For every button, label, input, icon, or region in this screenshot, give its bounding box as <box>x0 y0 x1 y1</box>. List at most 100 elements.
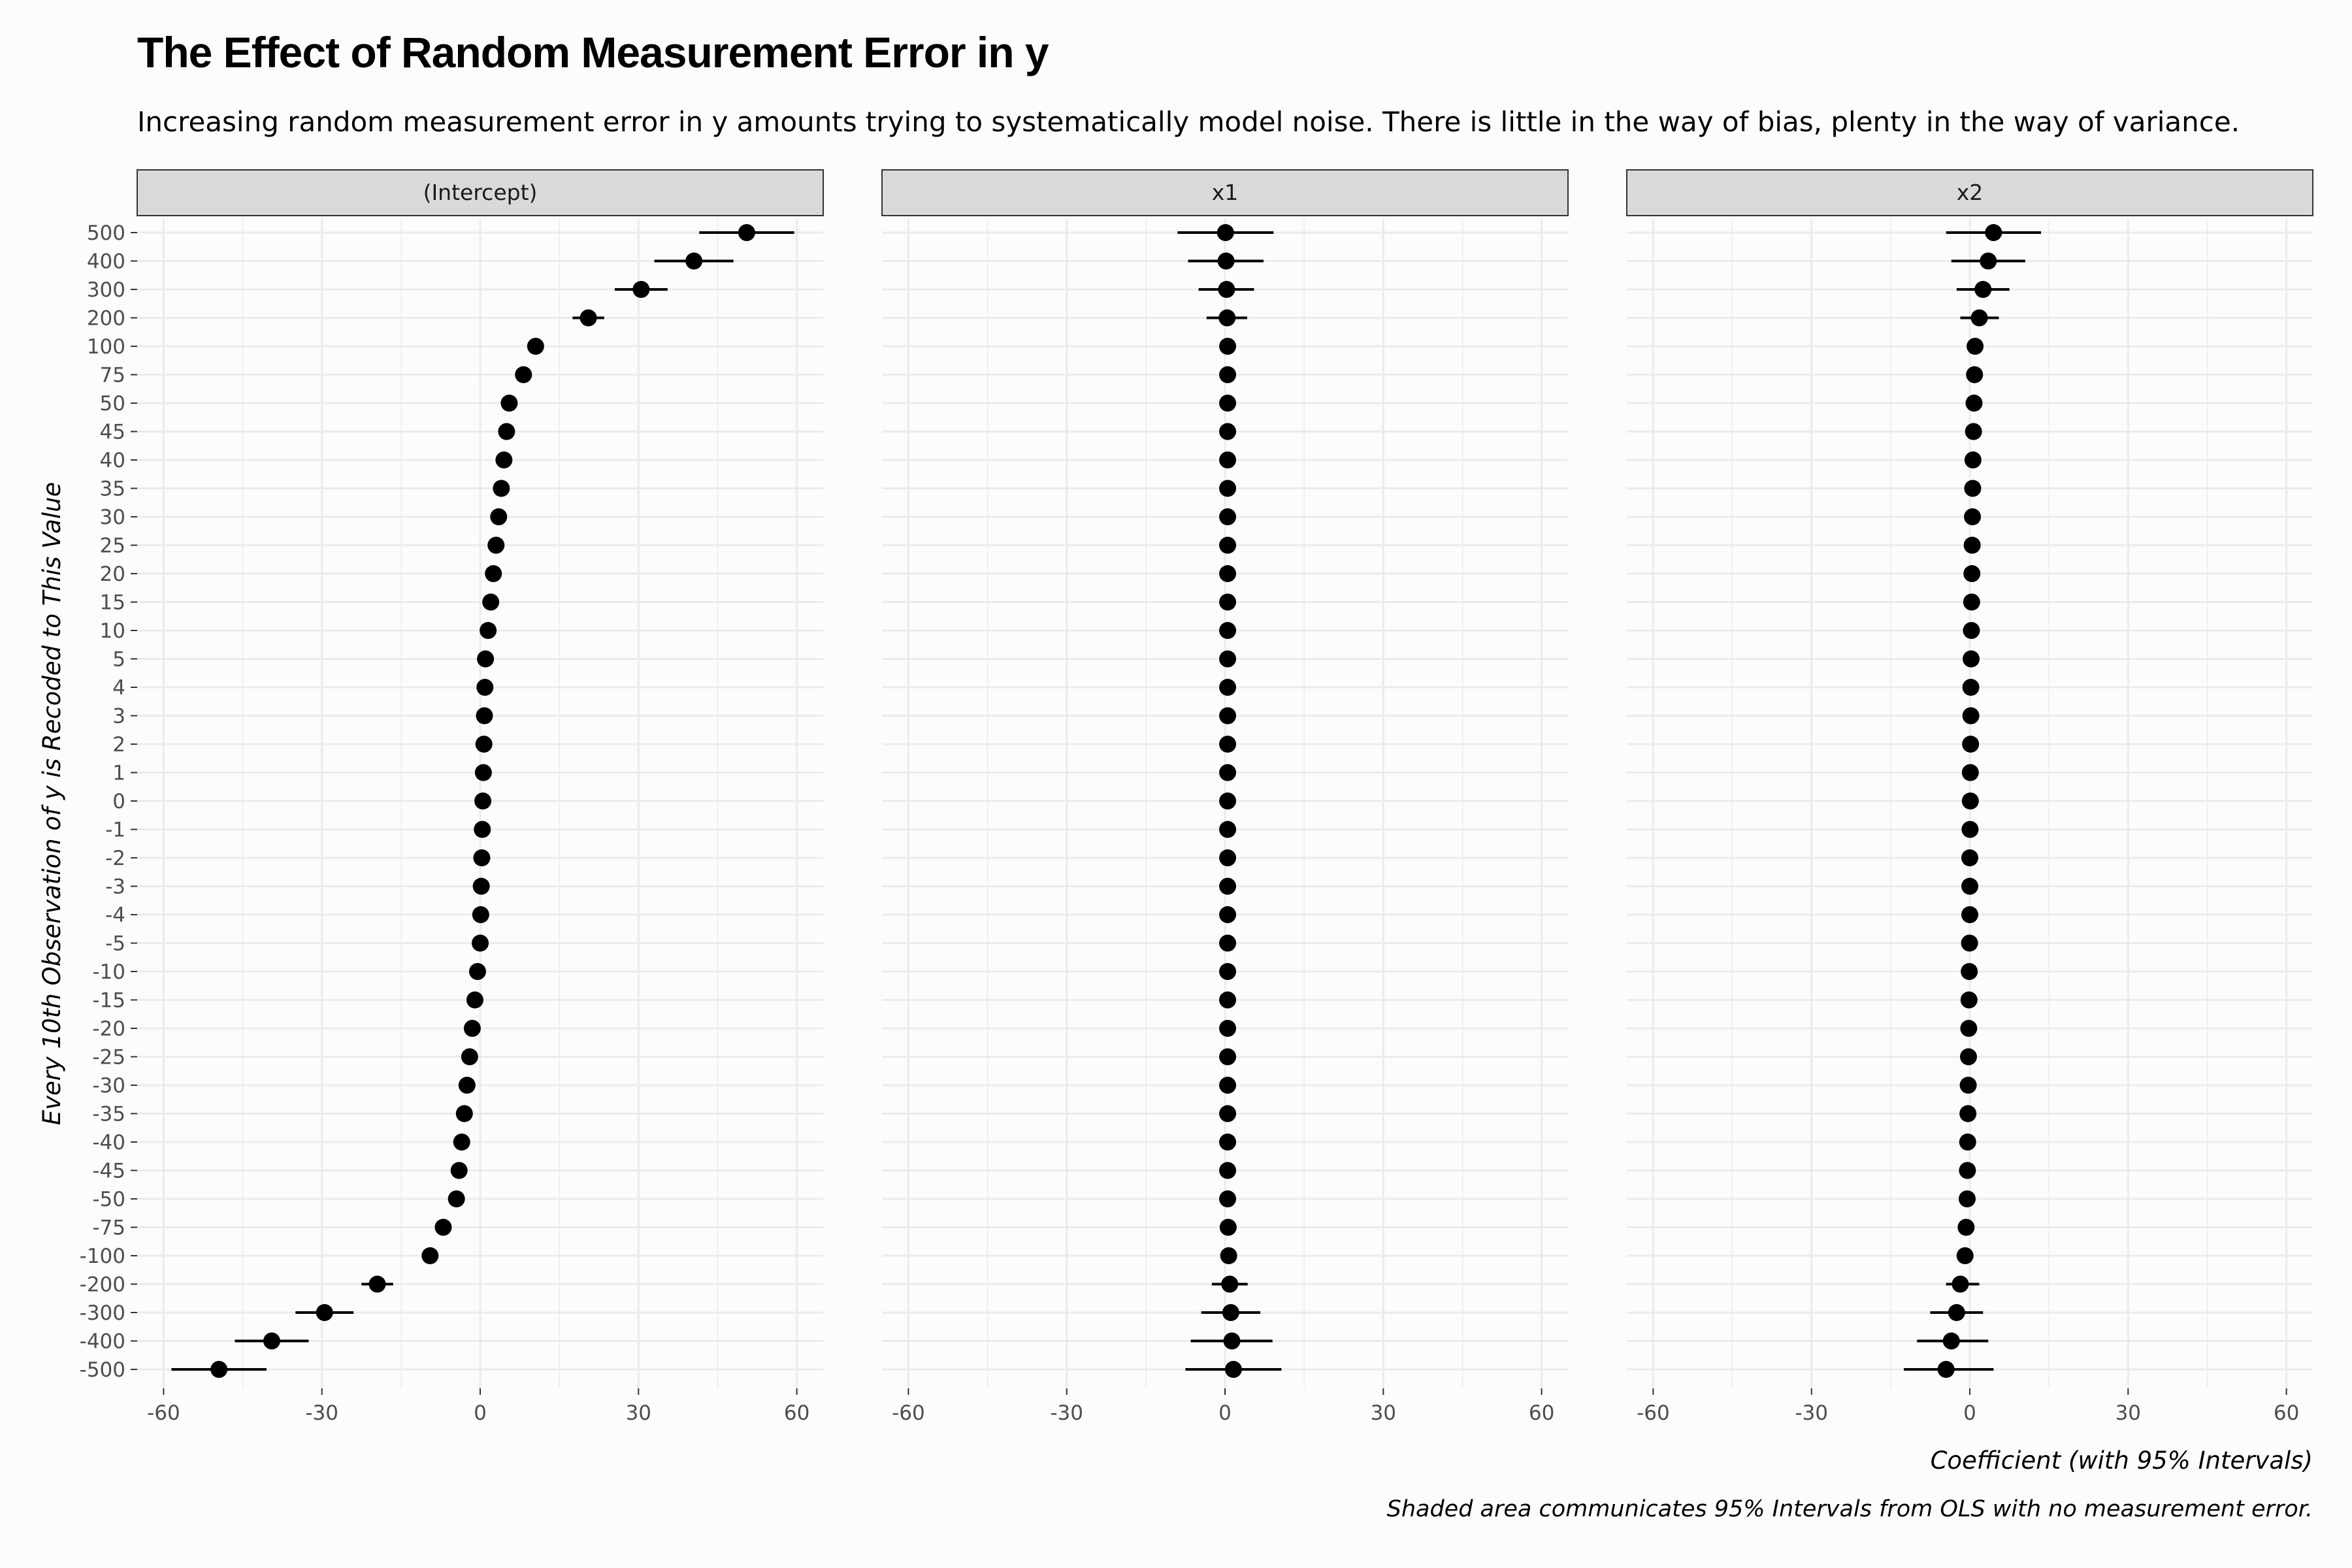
estimate-point <box>1963 650 1980 668</box>
estimate-point <box>1219 1218 1237 1236</box>
estimate-point <box>580 309 597 327</box>
y-tick-label: -100 <box>80 1245 125 1268</box>
y-tick-label: 15 <box>100 591 125 615</box>
estimate-point <box>1952 1275 1969 1293</box>
estimate-point <box>458 1077 476 1094</box>
estimate-point <box>1219 1048 1237 1066</box>
estimate-point <box>515 366 532 384</box>
estimate-point <box>487 536 505 554</box>
estimate-point <box>1224 1361 1242 1378</box>
estimate-point <box>1961 792 1979 809</box>
estimate-point <box>1985 224 2002 241</box>
y-tick-label: 4 <box>112 676 125 700</box>
estimate-point <box>485 565 502 582</box>
estimate-point <box>1980 252 1997 270</box>
x-tick-label: -60 <box>1637 1401 1670 1425</box>
estimate-point <box>1958 1190 1976 1207</box>
estimate-point <box>1220 1247 1237 1264</box>
y-tick-label: -20 <box>92 1017 125 1041</box>
x-tick-label: -60 <box>892 1401 925 1425</box>
y-tick-label: 100 <box>87 335 125 359</box>
estimate-point <box>480 622 497 639</box>
estimate-point <box>1219 679 1237 696</box>
estimate-point <box>1219 593 1237 611</box>
estimate-point <box>1219 736 1237 753</box>
y-tick-label: -30 <box>92 1074 125 1098</box>
estimate-point <box>1219 877 1237 895</box>
y-tick-label: 400 <box>87 250 125 274</box>
estimate-point <box>1218 309 1236 327</box>
y-tick-label: 10 <box>100 619 125 643</box>
estimate-point <box>1219 622 1237 639</box>
y-tick-label: -3 <box>105 875 125 899</box>
estimate-point <box>1961 934 1978 952</box>
estimate-point <box>1959 1048 1977 1066</box>
estimate-point <box>1959 1134 1976 1151</box>
estimate-point <box>1964 451 1982 468</box>
estimate-point <box>1219 792 1237 809</box>
estimate-point <box>1957 1218 1975 1236</box>
estimate-point <box>476 707 493 725</box>
estimate-point <box>1222 1304 1239 1321</box>
estimate-point <box>493 480 510 497</box>
y-tick-label: 2 <box>112 733 125 757</box>
facet-strip <box>881 169 1569 216</box>
estimate-point <box>1219 1020 1237 1037</box>
y-tick-label: 30 <box>100 506 125 529</box>
estimate-point <box>1967 338 1984 355</box>
y-tick-label: -4 <box>105 904 125 927</box>
estimate-point <box>476 679 494 696</box>
estimate-point <box>474 821 491 838</box>
chart-title: The Effect of Random Measurement Error i… <box>137 28 1049 76</box>
x-tick-label: -30 <box>305 1401 338 1425</box>
estimate-point <box>1961 821 1979 838</box>
estimate-point <box>1963 536 1981 554</box>
y-tick-label: 20 <box>100 563 125 586</box>
x-tick-label: 30 <box>2115 1401 2141 1425</box>
x-tick-label: -60 <box>147 1401 180 1425</box>
estimate-point <box>1219 423 1237 440</box>
y-tick-label: 200 <box>87 307 125 331</box>
facet-strip-label: x1 <box>1212 180 1239 205</box>
y-tick-label: -40 <box>92 1131 125 1154</box>
estimate-point <box>1959 1162 1976 1179</box>
estimate-point <box>1937 1361 1955 1378</box>
estimate-point <box>1219 451 1237 468</box>
estimate-point <box>1219 366 1237 384</box>
estimate-point <box>1219 1190 1237 1207</box>
estimate-point <box>1219 849 1237 866</box>
estimate-point <box>210 1361 228 1378</box>
x-tick-label: 30 <box>626 1401 651 1425</box>
estimate-point <box>1219 991 1237 1009</box>
estimate-point <box>1962 736 1980 753</box>
y-tick-label: -400 <box>80 1330 125 1354</box>
estimate-point <box>1217 252 1235 270</box>
estimate-point <box>474 792 492 809</box>
estimate-point <box>1219 1077 1237 1094</box>
y-tick-label: 50 <box>100 392 125 416</box>
estimate-point <box>1217 224 1234 241</box>
estimate-point <box>477 650 495 668</box>
estimate-point <box>1961 877 1978 895</box>
estimate-point <box>473 849 491 866</box>
x-tick-label: -30 <box>1795 1401 1828 1425</box>
facet-strip-label: x2 <box>1957 180 1984 205</box>
estimate-point <box>1974 281 1992 298</box>
y-tick-label: 5 <box>112 648 125 672</box>
facet-panel-2: x1 -60 -30 0 30 60 <box>881 169 1569 1425</box>
estimate-point <box>1963 565 1981 582</box>
y-tick-label: 25 <box>100 534 125 558</box>
estimate-point <box>1962 679 1980 696</box>
estimate-point <box>472 877 490 895</box>
estimate-point <box>1219 906 1237 923</box>
x-tick-label: 60 <box>2274 1401 2299 1425</box>
x-tick-label: -30 <box>1050 1401 1083 1425</box>
y-tick-label: -50 <box>92 1188 125 1211</box>
estimate-point <box>495 451 513 468</box>
chart-caption: Shaded area communicates 95% Intervals f… <box>1386 1496 2313 1522</box>
facet-panel-3: x2 -60 -30 0 30 60 <box>1626 169 2313 1425</box>
estimate-point <box>1961 906 1978 923</box>
estimate-point <box>466 991 483 1009</box>
facet-strip-label: (Intercept) <box>423 180 538 205</box>
